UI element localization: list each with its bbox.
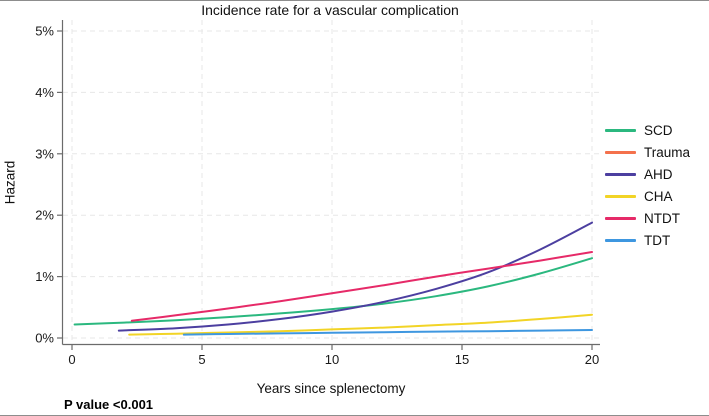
y-tick-label: 1% (35, 269, 54, 284)
legend-swatch-trauma (605, 150, 636, 154)
curve-ahd (117, 221, 593, 332)
legend-label-ntdt: NTDT (644, 210, 680, 226)
x-tick-label: 20 (585, 352, 599, 367)
y-tick-label: 0% (35, 331, 54, 346)
legend-label-tdt: TDT (644, 232, 671, 248)
legend-swatch-tdt (605, 238, 636, 242)
legend-item-ahd: AHD (605, 163, 690, 185)
p-value-annotation: P value <0.001 (64, 397, 154, 412)
legend-swatch-ntdt (605, 216, 636, 220)
curve-scd (73, 257, 593, 326)
x-tick-label: 5 (198, 352, 205, 367)
legend-item-tdt: TDT (605, 229, 690, 251)
legend-item-trauma: Trauma (605, 141, 690, 163)
legend-item-ntdt: NTDT (605, 207, 690, 229)
legend-swatch-ahd (605, 172, 636, 176)
curve-tdt (182, 329, 593, 336)
legend-swatch-cha (605, 194, 636, 198)
y-tick-label: 2% (35, 208, 54, 223)
x-tick-label: 10 (325, 352, 339, 367)
legend-label-ahd: AHD (644, 166, 673, 182)
y-tick-label: 5% (35, 24, 54, 39)
legend-label-cha: CHA (644, 188, 673, 204)
legend: SCD Trauma AHD CHA NTDT TDT (605, 119, 690, 251)
x-tick-label: 15 (455, 352, 469, 367)
figure-top-rule (0, 0, 709, 1)
x-tick-label: 0 (68, 352, 75, 367)
y-tick-label: 4% (35, 85, 54, 100)
y-tick-label: 3% (35, 146, 54, 161)
legend-label-trauma: Trauma (644, 144, 691, 160)
x-axis-title: Years since splenectomy (256, 381, 406, 396)
legend-label-scd: SCD (644, 122, 673, 138)
curve-cha (128, 313, 593, 336)
legend-item-cha: CHA (605, 185, 690, 207)
legend-swatch-scd (605, 128, 636, 132)
legend-item-scd: SCD (605, 119, 690, 141)
chart-title: Incidence rate for a vascular complicati… (201, 2, 459, 18)
curve-ntdt (130, 251, 593, 322)
